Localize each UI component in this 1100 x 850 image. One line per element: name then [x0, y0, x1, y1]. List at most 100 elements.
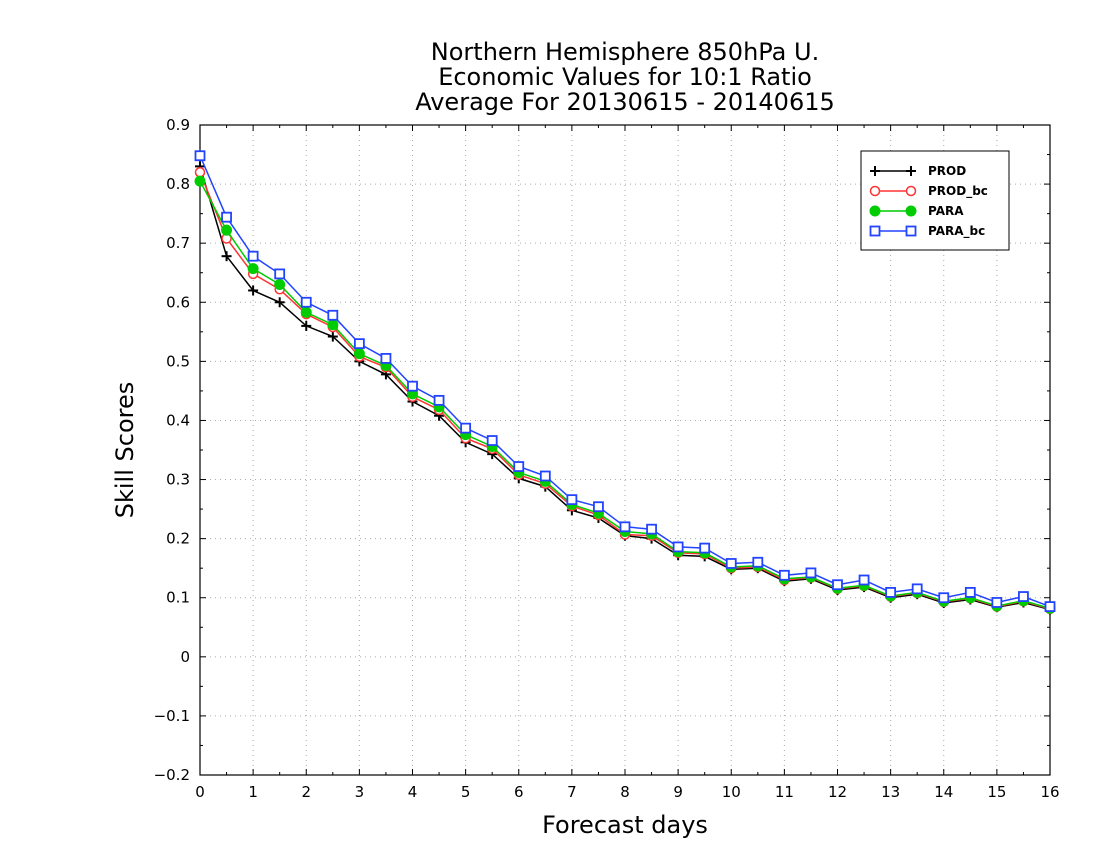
- data-point: [1018, 591, 1029, 602]
- legend-label: PARA_bc: [928, 224, 985, 239]
- x-tick-label: 1: [248, 783, 258, 801]
- data-point: [247, 263, 259, 275]
- data-point: [858, 574, 870, 586]
- data-point: [274, 268, 286, 280]
- chart-title-line-2: Economic Values for 10:1 Ratio: [438, 63, 812, 91]
- data-point: [194, 167, 206, 178]
- data-point: [407, 380, 418, 392]
- data-point: [274, 297, 285, 308]
- legend-marker: [870, 166, 880, 176]
- series-lines: [194, 150, 1056, 615]
- data-point: [300, 296, 312, 308]
- legend-marker: [906, 166, 916, 176]
- x-tick-label: 9: [673, 783, 683, 801]
- legend-marker: [905, 225, 917, 237]
- data-point: [221, 224, 233, 236]
- x-tick-label: 0: [195, 783, 205, 801]
- data-point: [248, 285, 259, 296]
- data-point: [353, 348, 365, 360]
- x-tick-label: 15: [987, 783, 1006, 801]
- data-point: [885, 587, 897, 598]
- x-tick-label: 7: [567, 783, 577, 801]
- data-point: [699, 542, 711, 554]
- data-point: [672, 541, 684, 553]
- data-point: [221, 251, 232, 262]
- legend-item-para-bc: PARA_bc: [869, 224, 985, 239]
- x-tick-label: 8: [620, 783, 630, 801]
- data-point: [433, 394, 445, 406]
- data-point: [566, 494, 578, 506]
- data-point: [194, 175, 206, 187]
- data-point: [805, 567, 817, 579]
- y-tick-label: 0.9: [166, 116, 190, 134]
- y-tick-label: 0.7: [166, 234, 190, 252]
- chart-title-line-3: Average For 20130615 - 20140615: [415, 88, 835, 116]
- y-tick-label: −0.2: [154, 766, 190, 784]
- data-point: [1044, 601, 1056, 612]
- legend-label: PARA: [928, 204, 964, 218]
- data-point: [486, 435, 498, 446]
- data-point: [938, 592, 950, 604]
- data-point: [619, 521, 631, 533]
- legend-item-prod-bc: PROD_bc: [869, 184, 988, 199]
- x-tick-label: 2: [301, 783, 311, 801]
- y-tick-label: −0.1: [154, 707, 190, 725]
- data-point: [646, 523, 657, 535]
- x-tick-label: 12: [828, 783, 847, 801]
- x-tick-label: 13: [881, 783, 900, 801]
- legend-item-prod: PROD: [870, 164, 966, 178]
- legend-box: [860, 150, 1010, 251]
- data-point: [991, 597, 1003, 608]
- x-tick-label: 14: [934, 783, 953, 801]
- data-point: [964, 587, 976, 598]
- data-point: [300, 306, 312, 318]
- data-point: [301, 320, 312, 331]
- data-point: [327, 331, 338, 342]
- y-tick-label: 0.8: [166, 175, 190, 193]
- legend-marker: [905, 205, 917, 217]
- x-tick-label: 6: [514, 783, 524, 801]
- chart-title-line-1: Northern Hemisphere 850hPa U.: [431, 38, 819, 66]
- y-tick-label: 0.3: [166, 471, 190, 489]
- x-tick-label: 4: [408, 783, 418, 801]
- data-point: [911, 583, 923, 595]
- x-tick-label: 3: [355, 783, 365, 801]
- y-tick-label: 0.2: [166, 530, 190, 548]
- y-tick-label: 0: [180, 648, 190, 666]
- chart-title: Northern Hemisphere 850hPa U. Economic V…: [415, 38, 835, 116]
- legend-marker: [869, 205, 881, 217]
- data-point: [221, 211, 232, 223]
- y-tick-label: 0.1: [166, 589, 190, 607]
- data-point: [460, 422, 472, 434]
- data-point: [593, 501, 604, 513]
- legend-label: PROD: [928, 164, 966, 178]
- data-point: [539, 470, 551, 482]
- axis-ticks: 0 1 2 3 4 5 6 7 8 9 10 11 12 13 14 15 16−0.2−0.100.10.20…: [154, 116, 1060, 801]
- legend: PROD PROD_bc PARA PARA_bc: [860, 150, 1010, 251]
- data-point: [247, 250, 259, 262]
- x-tick-label: 5: [461, 783, 471, 801]
- data-point: [353, 338, 365, 350]
- x-tick-label: 11: [775, 783, 794, 801]
- y-tick-label: 0.4: [166, 411, 190, 429]
- data-point: [327, 319, 339, 331]
- legend-marker: [905, 185, 917, 197]
- legend-marker: [869, 225, 881, 237]
- legend-marker: [869, 185, 881, 197]
- data-point: [274, 279, 286, 291]
- data-point: [752, 556, 764, 568]
- series-para-bc: [194, 150, 1056, 612]
- data-point: [725, 558, 737, 569]
- x-tick-label: 16: [1040, 783, 1059, 801]
- y-axis-label: Skill Scores: [111, 382, 139, 519]
- data-point: [327, 309, 339, 321]
- legend-label: PROD_bc: [928, 184, 988, 199]
- x-axis-label: Forecast days: [542, 811, 708, 839]
- data-point: [380, 353, 392, 364]
- data-point: [194, 150, 206, 162]
- data-point: [513, 461, 525, 472]
- legend-item-para: PARA: [869, 204, 964, 218]
- y-tick-label: 0.5: [166, 352, 190, 370]
- data-point: [832, 579, 843, 591]
